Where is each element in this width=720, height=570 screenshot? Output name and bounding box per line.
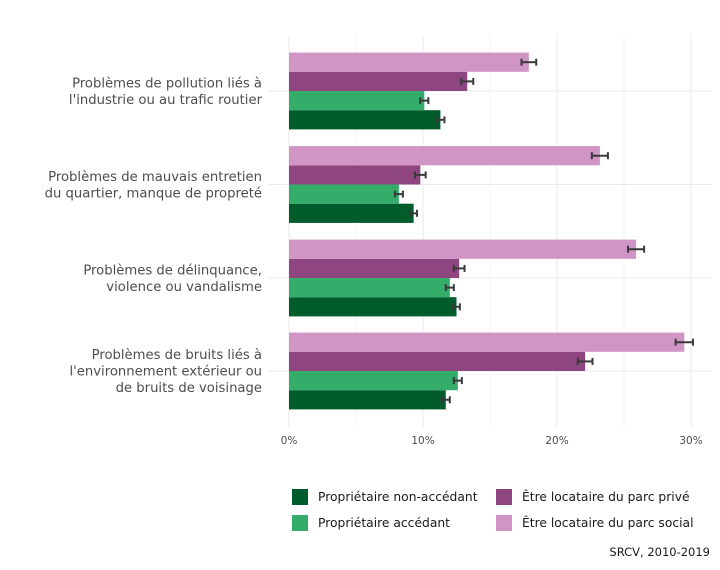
legend-swatch [292,489,308,505]
legend-swatch [496,489,512,505]
legend-label: Être locataire du parc privé [522,490,690,504]
error-bar [413,171,427,179]
error-bar [440,396,451,404]
grouped-bar-chart: Problèmes de pollution liés à l'industrie… [45,35,712,447]
bar--tre-locataire-du-parc-social-cat1 [289,146,600,166]
legend-label: Propriétaire non-accédant [318,490,478,504]
error-bar [393,190,404,198]
error-bar [576,357,594,365]
category-label: Problèmes de pollution liés à l'industrie… [69,75,263,108]
error-bar [444,284,455,292]
category-label: Problèmes de délinquance, violence ou van… [83,262,262,295]
category-label-line: du quartier, manque de propreté [45,185,262,201]
error-bar [460,77,475,85]
bar--tre-locataire-du-parc-social-cat2 [289,239,637,259]
error-bar [452,377,463,385]
bar-propri-taire-acc-dant-cat0 [289,91,425,111]
bar-propri-taire-non-acc-dant-cat1 [289,203,414,223]
category-label-line: l'environnement extérieur ou [69,364,262,380]
x-tick-label: 10% [411,435,434,447]
legend-label: Propriétaire accédant [318,516,450,530]
bar-propri-taire-acc-dant-cat3 [289,371,458,391]
x-tick-label: 20% [545,435,568,447]
category-labels: Problèmes de pollution liés à l'industrie… [45,75,263,396]
bar-propri-taire-acc-dant-cat1 [289,184,399,204]
error-bar [452,264,466,272]
x-tick-labels: 0% 10% 20% 30% [281,435,703,447]
error-bar [452,303,461,311]
error-bar [627,245,646,253]
error-bar [590,152,609,160]
bar-propri-taire-non-acc-dant-cat2 [289,297,457,317]
bars [289,52,685,410]
category-label-line: Problèmes de bruits liés à [92,347,262,363]
bar--tre-locataire-du-parc-priv--cat1 [289,165,421,185]
category-label-line: Problèmes de pollution liés à [72,75,262,91]
bar--tre-locataire-du-parc-priv--cat0 [289,71,468,91]
source-caption: SRCV, 2010-2019 [609,545,710,559]
x-tick-label: 0% [281,435,298,447]
x-tick-label: 30% [679,435,702,447]
legend-item-proprietaire-accedant: Propriétaire accédant [292,515,450,531]
legend-item-locataire-parc-prive: Être locataire du parc privé [496,489,690,505]
error-bar [674,338,695,346]
error-bar [435,116,446,124]
error-bar [419,97,430,105]
legend-label: Être locataire du parc social [522,516,694,530]
category-label-line: violence ou vandalisme [106,280,262,295]
bar--tre-locataire-du-parc-social-cat3 [289,332,685,352]
category-label-line: Problèmes de délinquance, [83,262,262,278]
bar--tre-locataire-du-parc-social-cat0 [289,52,529,72]
bar--tre-locataire-du-parc-priv--cat2 [289,258,460,278]
error-bars [393,58,695,404]
error-bar [520,58,538,66]
category-label-line: Problèmes de mauvais entretien [48,169,262,185]
bar-propri-taire-non-acc-dant-cat0 [289,110,441,130]
bar-propri-taire-non-acc-dant-cat3 [289,390,446,410]
category-label: Problèmes de bruits liés à l'environnemen… [69,347,262,396]
bar--tre-locataire-du-parc-priv--cat3 [289,351,586,371]
legend-item-proprietaire-non-accedant: Propriétaire non-accédant [292,489,478,505]
legend-swatch [496,515,512,531]
category-label-line: de bruits de voisinage [116,381,262,396]
error-bar [409,209,418,217]
legend-swatch [292,515,308,531]
bar-propri-taire-acc-dant-cat2 [289,278,450,298]
category-label-line: l'industrie ou au trafic routier [69,93,263,108]
category-label: Problèmes de mauvais entretien du quartie… [45,169,262,202]
legend-item-locataire-parc-social: Être locataire du parc social [496,515,693,531]
